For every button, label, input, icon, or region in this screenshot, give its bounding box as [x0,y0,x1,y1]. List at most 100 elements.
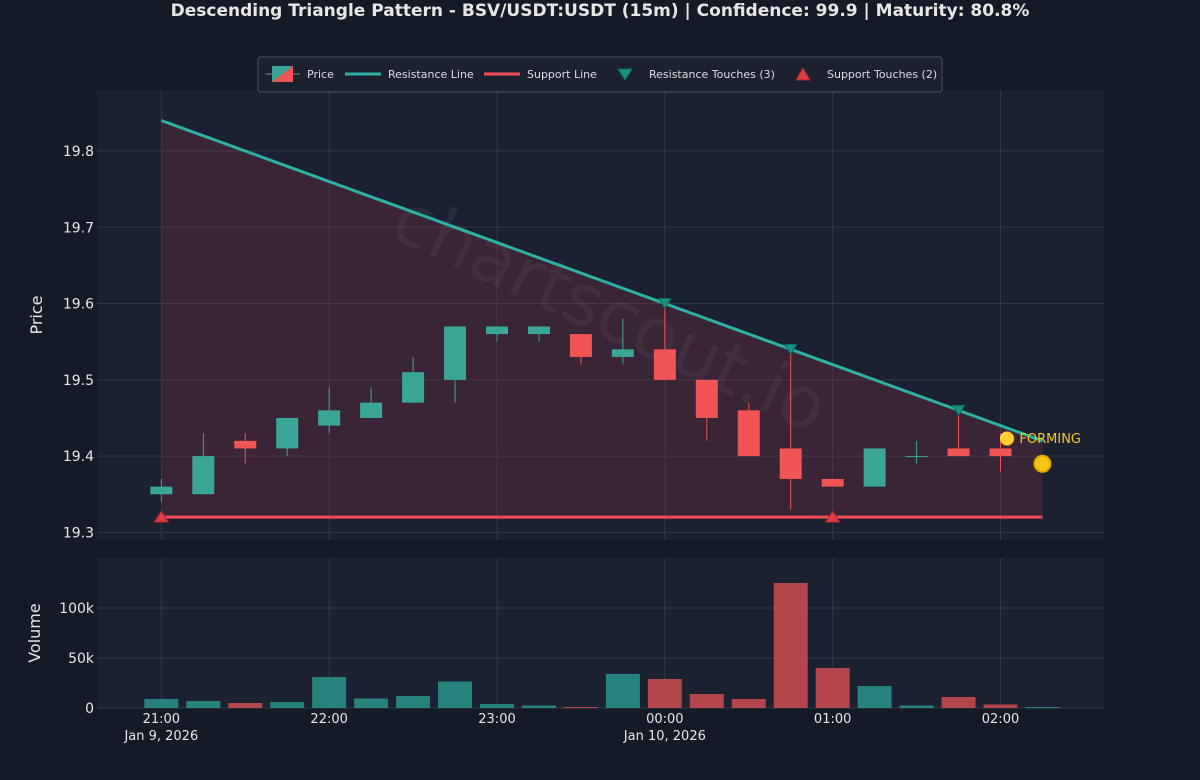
candle-body [192,456,215,495]
forming-label: 🟡 FORMING [999,431,1081,447]
candle-body [234,440,257,449]
price-tick-label: 19.3 [63,525,94,541]
support-touch-marker [824,510,841,523]
legend-resistance-touch-icon [617,68,633,81]
x-tick-label: 23:00 [478,712,515,727]
volume-bar [480,704,515,708]
volume-tick-label: 100k [59,601,95,617]
legend-support-touch-icon [795,67,811,81]
candle-body [360,402,383,418]
candle-body [527,326,550,335]
candle [947,410,970,457]
legend-support-touches-label: Support Touches (2) [827,68,937,81]
candle-body [695,379,718,418]
volume-bar [605,674,640,708]
x-tick-label: 01:00 [814,712,851,727]
legend-item-resistance[interactable]: Resistance Line [345,68,474,81]
legend-item-support[interactable]: Support Line [484,68,597,81]
volume-bar [228,703,263,708]
candle-body [444,326,467,380]
candle-body [318,410,341,426]
axes: 21:00 Jan 9, 2026 22:00 23:00 00:00 Jan 10, 2… [59,144,1019,744]
volume-panel [97,558,1104,708]
volume-bar [983,704,1018,708]
volume-bar [312,677,347,708]
legend[interactable]: Price Resistance Line Support Line Resis… [257,56,943,93]
candle-body [402,372,425,403]
x-tick-label: 00:00 [646,712,683,727]
legend-price-label: Price [307,68,334,81]
candle [234,433,257,464]
volume-axis-label: Volume [25,603,44,663]
chart-title: Descending Triangle Pattern - BSV/USDT:U… [171,1,1030,21]
volume-bar [689,694,724,708]
candle-body [737,410,760,457]
candle [821,478,844,487]
candle-body [276,417,299,449]
volume-tick-label: 50k [68,651,95,667]
candle [527,326,550,342]
price-axis-label: Price [27,295,46,334]
resistance-touch-marker [783,343,798,356]
legend-support-label: Support Line [527,68,597,81]
volume-bar [270,702,305,708]
price-tick-label: 19.6 [63,297,94,313]
price-tick-label: 19.7 [63,220,94,236]
x-tick-label: 21:00 [143,712,180,727]
candle [737,402,760,457]
support-touch-marker [153,510,170,523]
candle-body [486,326,509,335]
x-tick-label: 02:00 [982,712,1019,727]
legend-box [257,56,943,93]
candle [695,379,718,441]
volume-bar [186,701,221,708]
candle [150,478,173,502]
legend-item-support-touches[interactable]: Support Touches (2) [795,67,937,81]
candle-body [863,448,886,487]
volume-bar [731,699,766,708]
volume-bar [1025,707,1060,708]
candle-body [611,349,634,357]
price-panel [97,90,1104,540]
legend-resistance-label: Resistance Line [388,68,474,81]
volume-bar [815,668,850,708]
candle-body [947,448,970,457]
candle [360,387,383,418]
resistance-touch-marker [951,404,966,417]
volume-bar [773,583,808,708]
volume-bar [941,697,976,708]
volume-series [144,583,1060,708]
candle-body [569,334,592,357]
candle [611,318,634,365]
volume-bar [899,705,934,708]
candle-body [989,448,1012,457]
x-tick-label: 22:00 [310,712,347,727]
x-tick-date-label: Jan 10, 2026 [623,729,706,744]
legend-price-bear-icon [272,66,293,82]
candle [569,334,592,365]
candle-body [150,486,173,495]
candle [989,433,1012,472]
candle [318,387,341,434]
price-tick-label: 19.8 [63,144,94,160]
candlestick-series [150,303,1012,510]
candle [402,356,425,403]
volume-bar [647,679,682,708]
resistance-line [160,119,1043,443]
legend-item-price[interactable]: Price [266,66,334,82]
candle [276,417,299,457]
volume-bar [354,698,389,708]
candle [863,448,886,487]
legend-item-resistance-touches[interactable]: Resistance Touches (3) [617,68,775,81]
candle-body [905,456,928,458]
candle [779,349,802,510]
candle [905,440,928,464]
volume-bar [438,681,473,708]
candle [653,303,676,380]
price-tick-label: 19.4 [63,449,94,465]
candle [486,326,509,342]
candle-body [653,349,676,380]
price-tick-label: 19.5 [63,373,94,389]
touch-markers: 🟡 FORMING [153,298,1081,523]
